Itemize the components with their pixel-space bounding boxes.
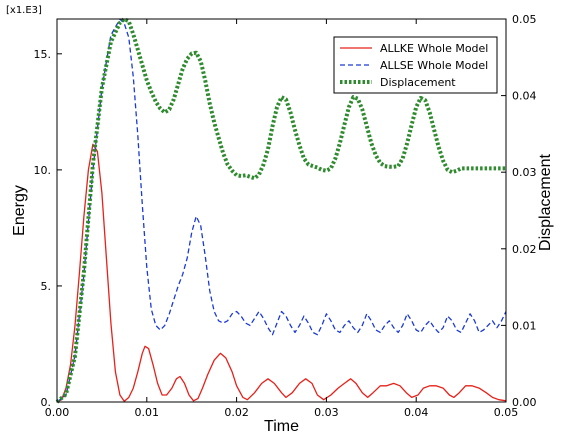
x-tick-label: 0.04 — [404, 406, 429, 419]
y-right-tick-label: 0.03 — [512, 166, 537, 179]
y-left-tick-label: 5. — [41, 280, 52, 293]
y-axis-right-label: Displacement — [537, 153, 554, 250]
legend-label-allke: ALLKE Whole Model — [380, 42, 488, 55]
y-left-tick-label: 0. — [41, 396, 52, 409]
y-right-tick-label: 0.01 — [512, 319, 537, 332]
y-left-tick-label: 15. — [34, 48, 52, 61]
y-axis-left-label: Energy — [11, 185, 28, 236]
legend-label-allse: ALLSE Whole Model — [380, 59, 488, 72]
legend-label-displacement: Displacement — [380, 76, 456, 89]
legend-box — [333, 36, 498, 94]
y-right-tick-label: 0.05 — [512, 13, 537, 26]
plot-frame — [56, 18, 507, 403]
x-tick-label: 0.03 — [314, 406, 339, 419]
y-left-tick-label: 10. — [34, 164, 52, 177]
series-displacement-line — [55, 17, 506, 404]
legend: ALLKE Whole Model ALLSE Whole Model Disp… — [333, 36, 498, 94]
series-allke-line — [56, 143, 507, 403]
series-allse-line — [56, 18, 507, 403]
ticks-layer: 0.00 0.01 0.02 0.03 0.04 0.050.5.10.15.0.000.… — [34, 13, 537, 419]
multiplier-label: [x1.E3] — [6, 5, 42, 16]
y-right-tick-label: 0.02 — [512, 243, 537, 256]
x-tick-label: 0.05 — [494, 406, 519, 419]
x-tick-label: 0.01 — [135, 406, 160, 419]
x-tick-label: 0.00 — [45, 406, 70, 419]
series-layer — [55, 17, 507, 404]
y-right-tick-label: 0.04 — [512, 90, 537, 103]
y-right-tick-label: 0.00 — [512, 396, 537, 409]
x-tick-label: 0.02 — [224, 406, 249, 419]
x-axis-label: Time — [264, 418, 299, 435]
